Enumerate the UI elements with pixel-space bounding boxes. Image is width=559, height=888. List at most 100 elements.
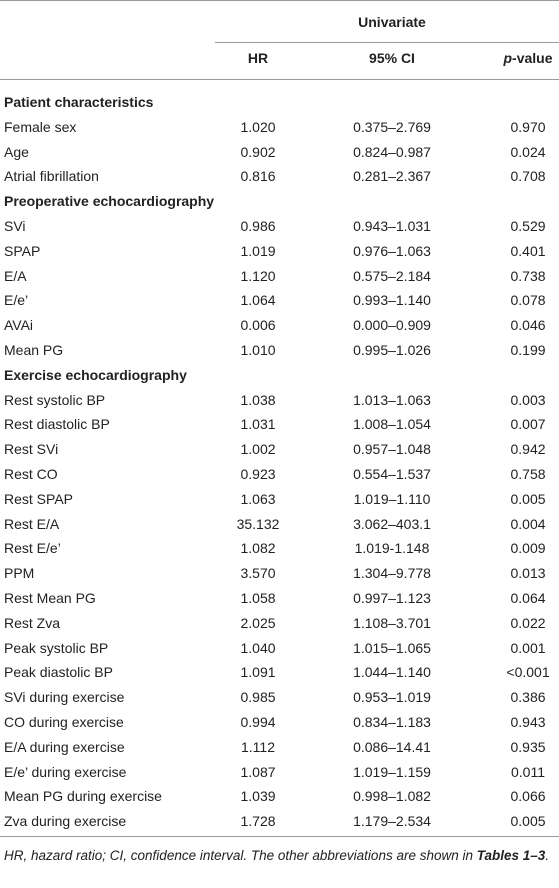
cell: 3.062–403.1 [353, 515, 431, 532]
cell: 1.063 [240, 490, 276, 507]
row-label: Mean PG during exercise [4, 788, 162, 805]
cell: 1.087 [240, 763, 276, 780]
cell: 0.004 [510, 515, 546, 532]
cell: 0.005 [510, 813, 546, 830]
cell: 0.943 [510, 714, 546, 730]
cell: 1.082 [240, 540, 276, 557]
footnote-text: HR, hazard ratio; CI, confidence interva… [4, 848, 473, 863]
row-label: SPAP [4, 242, 41, 259]
cell: 1.728 [240, 813, 276, 830]
cell: 1.064 [240, 292, 276, 309]
group-rule [215, 42, 559, 43]
cell: 1.031 [240, 416, 276, 433]
cell: 0.006 [240, 317, 276, 334]
row-label: Rest SPAP [4, 490, 73, 507]
cell: 0.738 [510, 267, 546, 284]
row-label: SVi during exercise [4, 689, 125, 706]
section-title: Patient characteristics [4, 94, 154, 110]
column-header: 95% CI [369, 50, 415, 66]
cell: 0.902 [240, 143, 276, 160]
row-label: E/A [4, 267, 27, 284]
row-label: Rest E/e’ [4, 540, 61, 557]
cell: 0.529 [510, 218, 546, 234]
cell: 0.386 [510, 689, 546, 706]
cell: 0.281–2.367 [353, 168, 431, 185]
row-label: Rest systolic BP [4, 391, 106, 408]
header-rule [0, 79, 559, 80]
cell: 1.091 [240, 664, 276, 681]
row-label: CO during exercise [4, 714, 124, 730]
cell: 1.058 [240, 590, 276, 606]
row-label: Rest Zva [4, 614, 61, 631]
cell: 0.066 [510, 788, 546, 805]
row-label: Mean PG [4, 342, 64, 358]
section-title: Exercise echocardiography [4, 366, 187, 383]
cell: 0.011 [511, 763, 545, 780]
cell: 1.020 [240, 118, 276, 135]
cell: 0.401 [510, 242, 546, 259]
column-header: p-value [503, 50, 553, 66]
row-label: Age [4, 143, 29, 160]
group-header: Univariate [358, 14, 426, 30]
cell: 1.002 [240, 441, 276, 458]
cell: 0.970 [510, 118, 546, 135]
cell: 1.015–1.065 [353, 639, 431, 656]
cell: 0.998–1.082 [353, 788, 431, 805]
cell: 0.957–1.048 [353, 441, 431, 458]
cell: 1.013–1.063 [353, 391, 431, 408]
cell: 0.009 [510, 540, 546, 557]
section-title: Preoperative echocardiography [4, 193, 215, 210]
cell: 0.708 [510, 168, 546, 185]
cell: 1.038 [240, 391, 276, 408]
cell: 0.834–1.183 [353, 714, 431, 730]
row-label: Rest diastolic BP [4, 416, 110, 433]
cell: 0.976–1.063 [353, 242, 431, 259]
cell: 1.019–1.159 [353, 763, 431, 780]
cell: 0.199 [510, 342, 546, 358]
row-label: Peak systolic BP [4, 639, 109, 656]
cell: 0.005 [510, 490, 546, 507]
cell: 1.019–1.110 [353, 490, 431, 507]
cell: 0.554–1.537 [353, 466, 431, 482]
cell: <0.001 [506, 664, 550, 681]
cell: 1.304–9.778 [353, 565, 431, 582]
cell: 0.994 [240, 714, 276, 730]
cell: 0.575–2.184 [353, 267, 431, 284]
row-label: Rest CO [4, 466, 58, 482]
cell: 1.019 [240, 242, 276, 259]
cell: 0.995–1.026 [353, 342, 431, 358]
cell: 0.986 [240, 218, 276, 234]
top-rule [0, 0, 559, 1]
cell: 0.064 [510, 590, 546, 606]
cell: 0.013 [510, 565, 546, 582]
cell: 35.132 [236, 515, 280, 532]
row-label: Peak diastolic BP [4, 664, 113, 681]
cell: 3.570 [240, 565, 276, 582]
cell: 0.000–0.909 [353, 317, 431, 334]
row-label: PPM [4, 565, 35, 582]
row-label: E/A during exercise [4, 738, 125, 755]
cell: 0.993–1.140 [353, 292, 431, 309]
cell: 0.007 [510, 416, 546, 433]
cell: 1.008–1.054 [353, 416, 431, 433]
cell: 0.942 [510, 441, 546, 458]
cell: 1.044–1.140 [353, 664, 431, 681]
cell: 0.024 [510, 143, 546, 160]
cell: 0.943–1.031 [353, 218, 431, 234]
row-label: Rest SVi [4, 441, 59, 458]
cell: 0.935 [510, 738, 546, 755]
cell: 2.025 [240, 614, 276, 631]
cell: 1.019-1.148 [354, 540, 430, 557]
row-label: Female sex [4, 118, 77, 135]
column-header: HR [247, 50, 269, 66]
cell: 0.375–2.769 [353, 118, 431, 135]
row-label: Rest E/A [4, 515, 60, 532]
footnote-ref: Tables 1–3 [476, 848, 546, 863]
cell: 0.001 [510, 639, 546, 656]
cell: 0.953–1.019 [353, 689, 431, 706]
cell: 0.086–14.41 [353, 738, 431, 755]
row-label: Rest Mean PG [4, 590, 96, 606]
cell: 0.078 [510, 292, 546, 309]
footnote-end: . [545, 848, 550, 863]
